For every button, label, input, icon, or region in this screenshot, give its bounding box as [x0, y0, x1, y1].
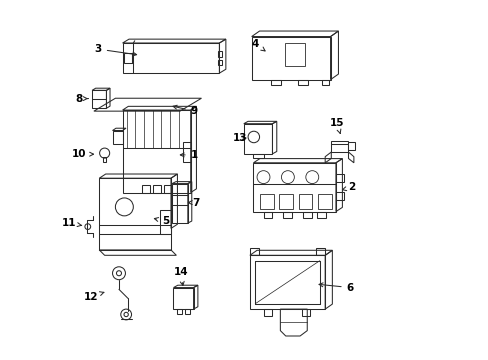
Text: 1: 1	[180, 150, 198, 160]
Text: 6: 6	[318, 283, 353, 293]
Bar	[317, 194, 331, 209]
Text: 8: 8	[75, 94, 88, 104]
Bar	[316, 248, 325, 255]
Bar	[271, 80, 281, 85]
Text: 5: 5	[154, 216, 169, 226]
Bar	[217, 51, 222, 57]
Text: 2: 2	[342, 182, 355, 192]
Bar	[172, 184, 187, 223]
Bar	[112, 131, 122, 144]
Bar	[330, 141, 348, 152]
Bar	[142, 185, 150, 193]
Text: 9: 9	[173, 105, 198, 116]
Bar	[301, 309, 309, 316]
Bar	[183, 142, 190, 162]
Text: 15: 15	[329, 118, 343, 134]
Text: 13: 13	[232, 133, 247, 143]
Bar	[317, 212, 325, 218]
Bar	[279, 194, 292, 209]
Bar	[122, 110, 190, 193]
Text: 3: 3	[94, 44, 136, 56]
Bar	[298, 80, 308, 85]
Text: 11: 11	[61, 218, 81, 228]
Bar	[285, 43, 304, 66]
Bar	[163, 185, 171, 193]
Bar	[263, 212, 271, 218]
Bar	[264, 309, 271, 316]
Bar	[283, 212, 291, 218]
Text: 10: 10	[72, 149, 93, 159]
Bar	[252, 154, 263, 158]
Bar	[153, 185, 161, 193]
Bar	[217, 59, 222, 65]
Bar	[92, 90, 106, 108]
Text: 12: 12	[83, 292, 104, 302]
Text: 14: 14	[173, 267, 187, 285]
Bar	[160, 211, 171, 234]
Bar	[348, 141, 354, 149]
Bar	[244, 124, 272, 154]
Bar	[298, 194, 312, 209]
Bar	[321, 80, 328, 85]
Bar	[185, 309, 190, 314]
Text: 4: 4	[251, 39, 264, 51]
Bar	[260, 194, 273, 209]
Bar	[124, 53, 132, 63]
Bar	[303, 212, 311, 218]
Text: 7: 7	[188, 198, 200, 208]
Bar	[249, 248, 258, 255]
Bar	[176, 309, 182, 314]
Bar	[173, 288, 193, 309]
Bar	[335, 174, 343, 182]
Bar	[102, 157, 106, 162]
Bar	[335, 192, 343, 200]
